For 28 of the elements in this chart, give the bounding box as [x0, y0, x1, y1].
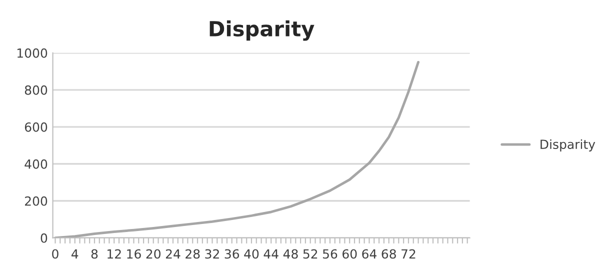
x-tick-label: 28	[186, 249, 200, 259]
y-tick-label: 1000	[18, 48, 48, 58]
x-tick-label: 32	[205, 249, 219, 259]
x-tick-label: 4	[72, 249, 78, 258]
x-tick-label: 16	[127, 249, 141, 259]
y-tick-label: 200	[24, 196, 48, 206]
x-tick-label: 44	[264, 249, 278, 258]
x-tick-label: 12	[108, 249, 121, 258]
line-series	[54, 60, 420, 238]
y-tick-label: 600	[24, 122, 48, 132]
x-tick-label: 0	[52, 249, 58, 259]
x-tick-label: 56	[322, 249, 338, 259]
x-tick-label: 64	[362, 249, 376, 259]
legend-label: Disparity	[540, 139, 596, 152]
x-tick-label: 8	[91, 249, 98, 259]
x-tick-label: 52	[303, 249, 318, 259]
x-tick-label: 40	[244, 249, 259, 259]
y-tick-label: 400	[24, 159, 48, 169]
x-tick-label: 60	[342, 249, 357, 259]
y-tick-label: 800	[24, 85, 48, 95]
chart-title: Disparity	[210, 20, 314, 41]
x-tick-label: 24	[166, 249, 180, 258]
x-tick-label: 36	[224, 249, 240, 259]
x-tick-label: 72	[402, 249, 416, 258]
x-tick-label: 68	[382, 249, 396, 259]
x-tick-label: 48	[283, 249, 298, 259]
x-tick-label: 20	[146, 249, 160, 259]
y-tick-label: 0	[40, 233, 48, 243]
